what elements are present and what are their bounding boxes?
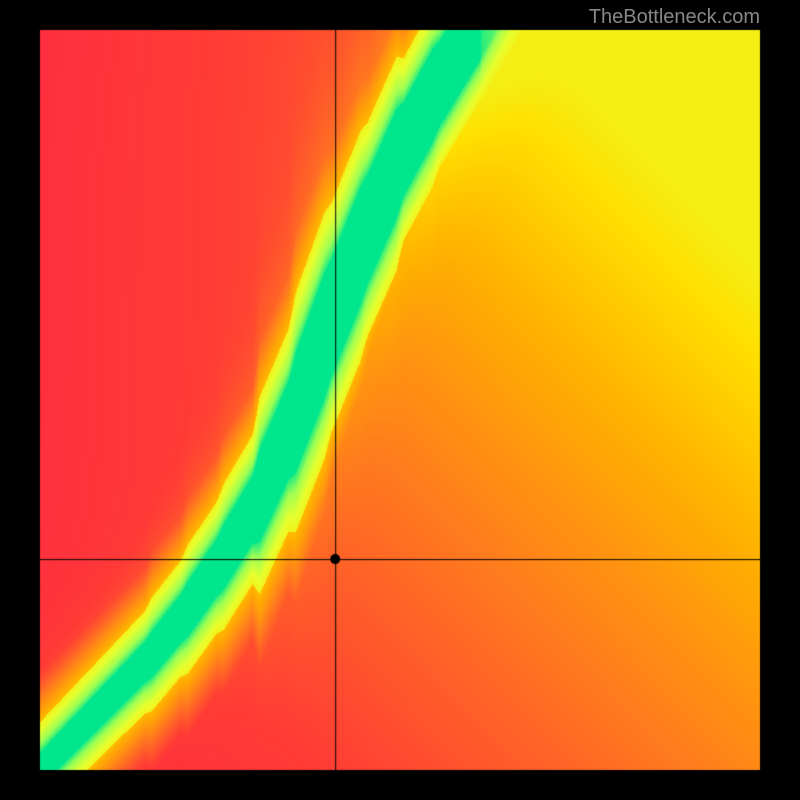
watermark-text: TheBottleneck.com — [589, 6, 760, 29]
heatmap-canvas — [0, 0, 800, 800]
chart-container: TheBottleneck.com — [0, 0, 800, 800]
